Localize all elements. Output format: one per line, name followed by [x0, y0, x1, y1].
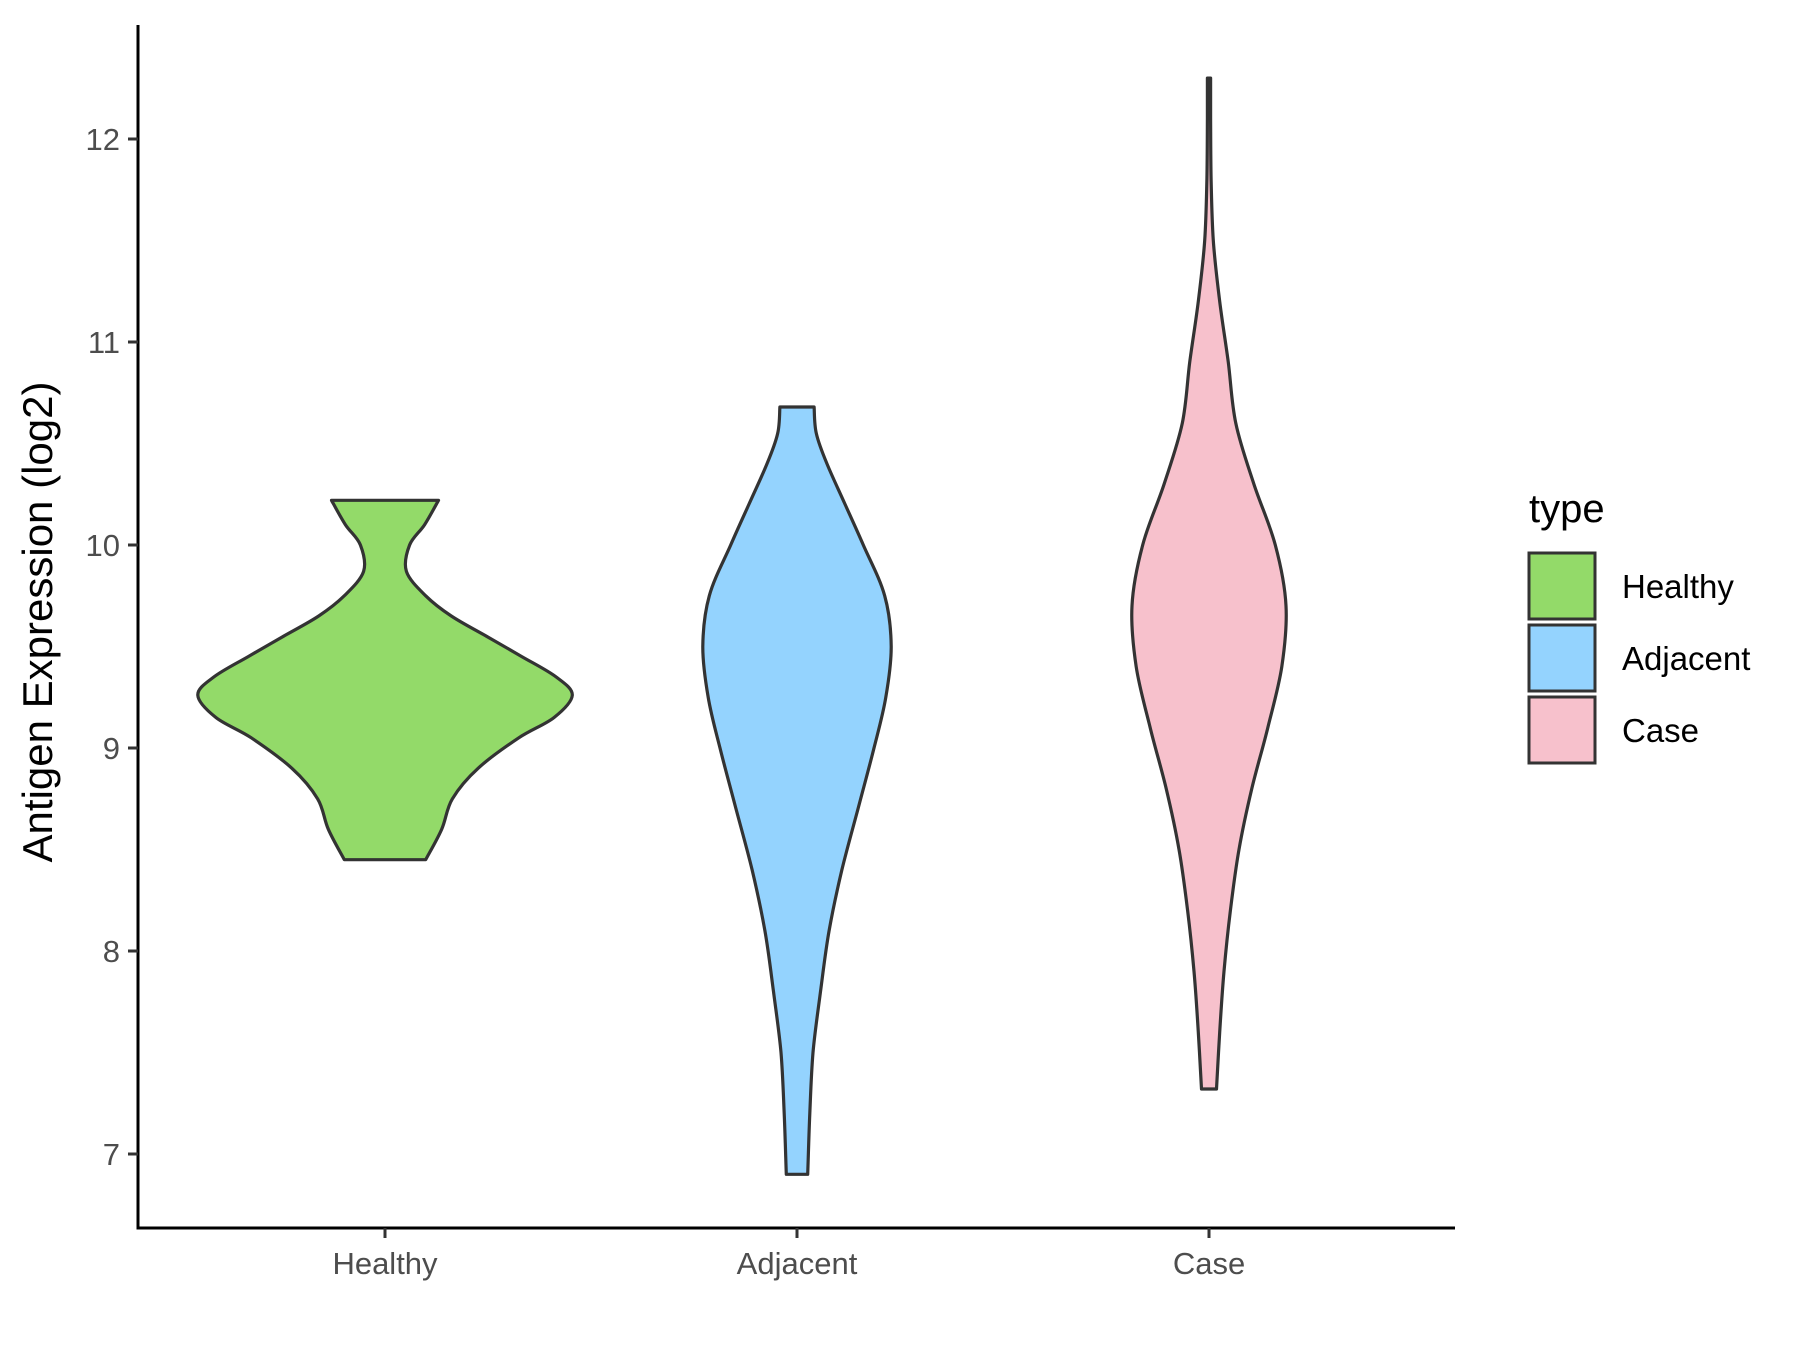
- legend-label-healthy: Healthy: [1622, 568, 1734, 605]
- x-tick-label: Adjacent: [737, 1246, 858, 1281]
- y-tick-label: 12: [86, 122, 120, 157]
- legend-label-adjacent: Adjacent: [1622, 640, 1750, 677]
- y-tick-label: 8: [103, 934, 120, 969]
- y-tick-label: 9: [103, 731, 120, 766]
- y-tick-label: 11: [88, 325, 120, 360]
- legend-label-case: Case: [1622, 712, 1699, 749]
- y-axis-title: Antigen Expression (log2): [14, 382, 61, 863]
- x-tick-label: Healthy: [332, 1246, 438, 1281]
- violins-layer: [196, 76, 1288, 1176]
- legend-title: type: [1529, 487, 1605, 531]
- violin-healthy: [196, 498, 574, 862]
- x-tick-label: Case: [1173, 1246, 1245, 1281]
- violin-adjacent: [701, 405, 893, 1176]
- violin-case: [1130, 76, 1288, 1091]
- legend-swatch-adjacent: [1527, 623, 1597, 693]
- legend-swatch-healthy: [1527, 551, 1597, 621]
- axes-layer: 7 8 9 10 11 12 Healthy Adjacent Case: [86, 25, 1455, 1281]
- legend: type Healthy Adjacent Case: [1527, 487, 1750, 765]
- y-tick-label: 10: [86, 528, 120, 563]
- legend-swatch-case: [1527, 695, 1597, 765]
- y-tick-label: 7: [103, 1137, 120, 1172]
